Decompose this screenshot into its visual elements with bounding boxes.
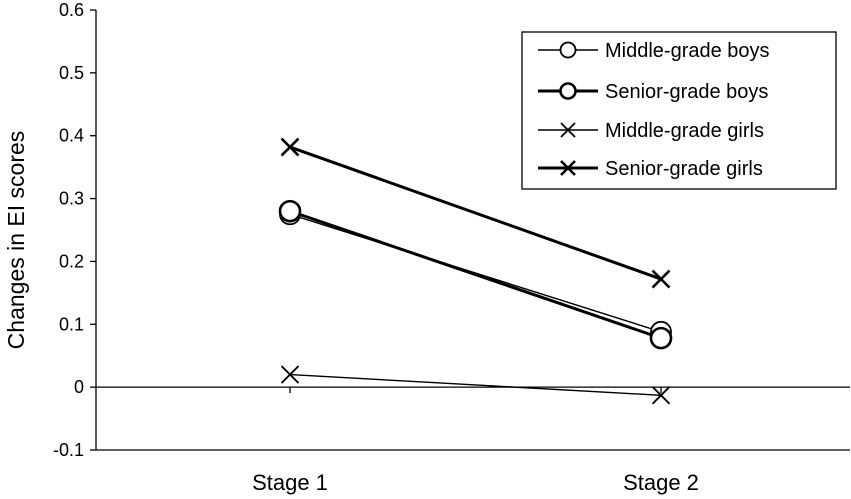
legend-entry: Middle-grade boys <box>538 40 770 62</box>
data-point <box>651 269 671 289</box>
legend-marker <box>559 82 577 100</box>
y-tick-label: 0 <box>74 377 84 397</box>
y-tick-label: 0.4 <box>59 126 84 146</box>
x-tick-label: Stage 2 <box>623 470 699 495</box>
series-line <box>289 373 662 397</box>
legend-label: Senior-grade boys <box>605 81 768 103</box>
y-tick-label: 0.3 <box>59 189 84 209</box>
series-line <box>289 145 662 281</box>
legend-label: Middle-grade boys <box>605 40 770 62</box>
x-tick-label: Stage 1 <box>252 470 328 495</box>
y-tick-label: -0.1 <box>53 440 84 460</box>
series-markers-3 <box>280 137 671 289</box>
data-point <box>278 199 302 223</box>
series-1 <box>289 209 662 340</box>
legend: Middle-grade boys Senior-grade boys Middle… <box>521 31 837 190</box>
y-tick-label: 0.5 <box>59 63 84 83</box>
legend-label: Middle-grade girls <box>605 120 764 142</box>
series-3 <box>289 145 662 281</box>
legend-marker <box>560 160 576 176</box>
legend-entry: Senior-grade girls <box>538 158 763 180</box>
data-point <box>651 386 671 405</box>
data-point <box>280 137 300 157</box>
legend-marker <box>560 122 576 138</box>
data-point <box>649 326 673 350</box>
series-line <box>289 209 662 340</box>
y-axis-label: Changes in EI scores <box>3 131 29 350</box>
series-markers-1 <box>278 199 673 350</box>
data-point <box>280 365 300 384</box>
legend-entry: Senior-grade boys <box>538 81 768 103</box>
y-tick-label: 0.2 <box>59 251 84 271</box>
series-layer <box>278 137 673 405</box>
series-2 <box>289 373 662 397</box>
y-tick-label: 0.1 <box>59 314 84 334</box>
y-tick-label: 0.6 <box>59 0 84 20</box>
legend-marker <box>559 41 577 59</box>
series-markers-2 <box>280 365 671 405</box>
legend-entry: Middle-grade girls <box>538 120 764 142</box>
legend-label: Senior-grade girls <box>605 158 763 180</box>
axes: -0.1 0 0.1 0.2 0.3 0.4 0.5 0.6 Stage 1 Stage 2 <box>53 0 850 495</box>
